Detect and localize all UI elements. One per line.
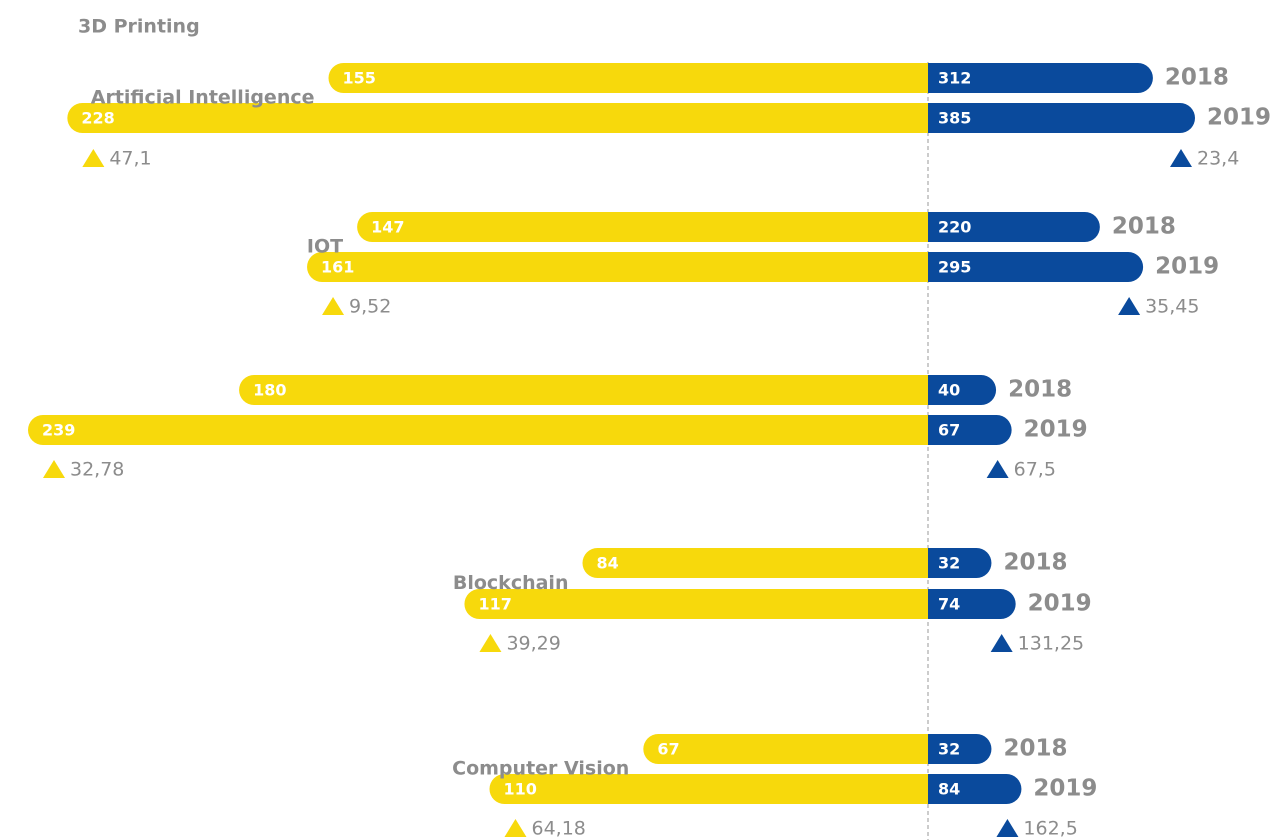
bar-label: 147 [371, 218, 404, 237]
year-label: 2018 [1112, 214, 1176, 240]
bar-label: 110 [503, 780, 536, 799]
bar-left [489, 774, 928, 804]
category-label: Blockchain [453, 572, 569, 594]
bar-right [928, 734, 992, 764]
year-label: 2019 [1028, 591, 1092, 617]
bar-label: 32 [938, 554, 960, 573]
year-label: 2018 [1003, 550, 1067, 576]
category-label: IOT [307, 236, 343, 258]
year-label: 2018 [1165, 65, 1229, 91]
year-label: 2018 [1003, 736, 1067, 762]
bar-right [928, 63, 1153, 93]
bar-label: 84 [596, 554, 618, 573]
bar-right [928, 548, 992, 578]
bar-label: 67 [657, 740, 679, 759]
change-label: 32,78 [70, 459, 124, 481]
bar-left [307, 252, 928, 282]
year-label: 2019 [1155, 254, 1219, 280]
bar-label: 161 [321, 258, 354, 277]
change-triangle [1170, 149, 1192, 167]
bar-label: 67 [938, 421, 960, 440]
bar-right [928, 774, 1022, 804]
change-triangle [82, 149, 105, 167]
bar-left [582, 548, 928, 578]
change-triangle [1118, 297, 1141, 315]
change-triangle [504, 819, 527, 837]
change-triangle [479, 634, 502, 652]
bar-left [28, 415, 928, 445]
bar-right [928, 212, 1100, 242]
bar-left [239, 375, 928, 405]
bar-left [67, 103, 929, 133]
year-label: 2019 [1207, 105, 1271, 131]
bar-label: 239 [42, 421, 75, 440]
bar-left [357, 212, 928, 242]
bar-label: 220 [938, 218, 971, 237]
change-label: 162,5 [1023, 818, 1077, 840]
change-label: 47,1 [109, 148, 151, 170]
bar-label: 312 [938, 69, 971, 88]
bar-label: 84 [938, 780, 960, 799]
change-triangle [986, 460, 1009, 478]
bar-right [928, 589, 1016, 619]
bar-right [928, 375, 997, 405]
bar-label: 40 [938, 381, 960, 400]
change-label: 67,5 [1014, 459, 1056, 481]
year-label: 2018 [1008, 377, 1072, 403]
change-triangle [43, 460, 65, 478]
bar-right [928, 252, 1144, 282]
bar-label: 385 [938, 109, 971, 128]
change-triangle [996, 819, 1019, 837]
bar-label: 117 [478, 595, 511, 614]
bar-left [464, 589, 928, 619]
bar-right [928, 103, 1195, 133]
bar-label: 155 [343, 69, 376, 88]
category-label: 3D Printing [78, 16, 200, 38]
category-label: Computer Vision [452, 758, 629, 780]
bar-label: 32 [938, 740, 960, 759]
change-triangle [990, 634, 1013, 652]
change-label: 9,52 [349, 296, 391, 318]
year-label: 2019 [1024, 417, 1088, 443]
year-label: 2019 [1033, 776, 1097, 802]
change-label: 64,18 [531, 818, 585, 840]
bar-label: 180 [253, 381, 286, 400]
category-label: Artificial Intelligence [91, 87, 315, 109]
change-triangle [322, 297, 345, 315]
change-label: 131,25 [1018, 633, 1084, 655]
bar-label: 228 [81, 109, 114, 128]
bar-left [643, 734, 928, 764]
bar-label: 74 [938, 595, 960, 614]
change-label: 39,29 [506, 633, 560, 655]
change-label: 23,4 [1197, 148, 1239, 170]
bar-left [328, 63, 929, 93]
bar-right [928, 415, 1012, 445]
bar-label: 295 [938, 258, 971, 277]
change-label: 35,45 [1145, 296, 1199, 318]
